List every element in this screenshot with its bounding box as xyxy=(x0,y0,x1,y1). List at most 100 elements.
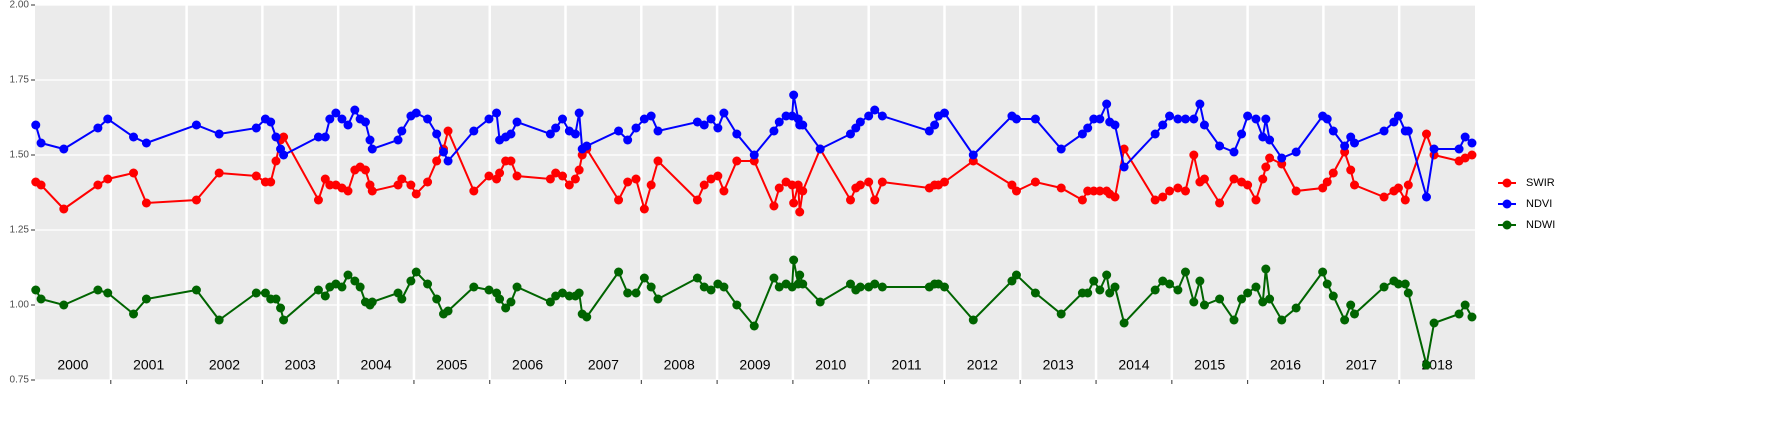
point xyxy=(795,270,805,280)
point xyxy=(271,132,281,142)
year-label: 2003 xyxy=(285,357,316,373)
point xyxy=(266,177,276,187)
point xyxy=(501,303,511,313)
point xyxy=(1095,114,1105,124)
point xyxy=(1180,267,1190,277)
point xyxy=(699,180,709,190)
year-label: 2001 xyxy=(133,357,164,373)
point xyxy=(732,300,742,310)
point xyxy=(103,114,113,124)
point xyxy=(877,282,887,292)
point xyxy=(1261,264,1271,274)
point xyxy=(31,285,41,295)
point xyxy=(1150,195,1160,205)
year-label: 2012 xyxy=(967,357,998,373)
point xyxy=(877,111,887,121)
point xyxy=(631,288,641,298)
point xyxy=(279,132,289,142)
point xyxy=(855,180,865,190)
point xyxy=(1180,186,1190,196)
year-label: 2007 xyxy=(588,357,619,373)
point xyxy=(1318,267,1328,277)
point xyxy=(545,297,555,307)
legend-label: NDVI xyxy=(1526,198,1552,210)
point xyxy=(1199,120,1209,130)
point xyxy=(769,126,779,136)
point xyxy=(1011,186,1021,196)
point xyxy=(1421,129,1431,139)
point xyxy=(1403,288,1413,298)
point xyxy=(1030,114,1040,124)
point xyxy=(31,120,41,130)
point xyxy=(1322,279,1332,289)
point xyxy=(129,132,139,142)
point xyxy=(653,126,663,136)
point xyxy=(855,282,865,292)
legend-key xyxy=(1502,178,1512,188)
point xyxy=(1189,297,1199,307)
point xyxy=(1189,114,1199,124)
point xyxy=(423,114,433,124)
point xyxy=(1158,192,1168,202)
legend-label: SWIR xyxy=(1526,177,1555,189)
point xyxy=(1195,276,1205,286)
point xyxy=(692,273,702,283)
point xyxy=(1393,111,1403,121)
point xyxy=(1277,153,1287,163)
year-label: 2002 xyxy=(209,357,240,373)
point xyxy=(411,189,421,199)
point xyxy=(367,297,377,307)
point xyxy=(191,195,201,205)
point xyxy=(191,285,201,295)
point xyxy=(732,156,742,166)
point xyxy=(870,105,880,115)
point xyxy=(406,180,416,190)
point xyxy=(692,117,702,127)
point xyxy=(1030,177,1040,187)
point xyxy=(1258,297,1268,307)
point xyxy=(582,141,592,151)
point xyxy=(397,126,407,136)
point xyxy=(653,294,663,304)
point xyxy=(1158,120,1168,130)
point xyxy=(411,108,421,118)
point xyxy=(1393,279,1403,289)
point xyxy=(713,171,723,181)
point xyxy=(623,177,633,187)
point xyxy=(1261,162,1271,172)
point xyxy=(251,288,261,298)
point xyxy=(251,171,261,181)
point xyxy=(1258,174,1268,184)
point xyxy=(646,282,656,292)
point xyxy=(1243,180,1253,190)
point xyxy=(574,165,584,175)
point xyxy=(1346,165,1356,175)
point xyxy=(1277,315,1287,325)
point xyxy=(1077,129,1087,139)
point xyxy=(59,300,69,310)
point xyxy=(1056,309,1066,319)
point xyxy=(337,282,347,292)
point xyxy=(1467,150,1477,160)
point xyxy=(570,174,580,184)
point xyxy=(443,306,453,316)
point xyxy=(432,156,442,166)
point xyxy=(36,294,46,304)
point xyxy=(646,111,656,121)
point xyxy=(1119,318,1129,328)
year-label: 2005 xyxy=(436,357,467,373)
point xyxy=(214,315,224,325)
point xyxy=(93,180,103,190)
point xyxy=(1189,150,1199,160)
point xyxy=(557,288,567,298)
point xyxy=(719,186,729,196)
point xyxy=(749,150,759,160)
point xyxy=(1056,144,1066,154)
point xyxy=(191,120,201,130)
point xyxy=(1265,294,1275,304)
point xyxy=(1102,270,1112,280)
point xyxy=(214,168,224,178)
point xyxy=(1165,111,1175,121)
point xyxy=(864,177,874,187)
point xyxy=(1291,147,1301,157)
